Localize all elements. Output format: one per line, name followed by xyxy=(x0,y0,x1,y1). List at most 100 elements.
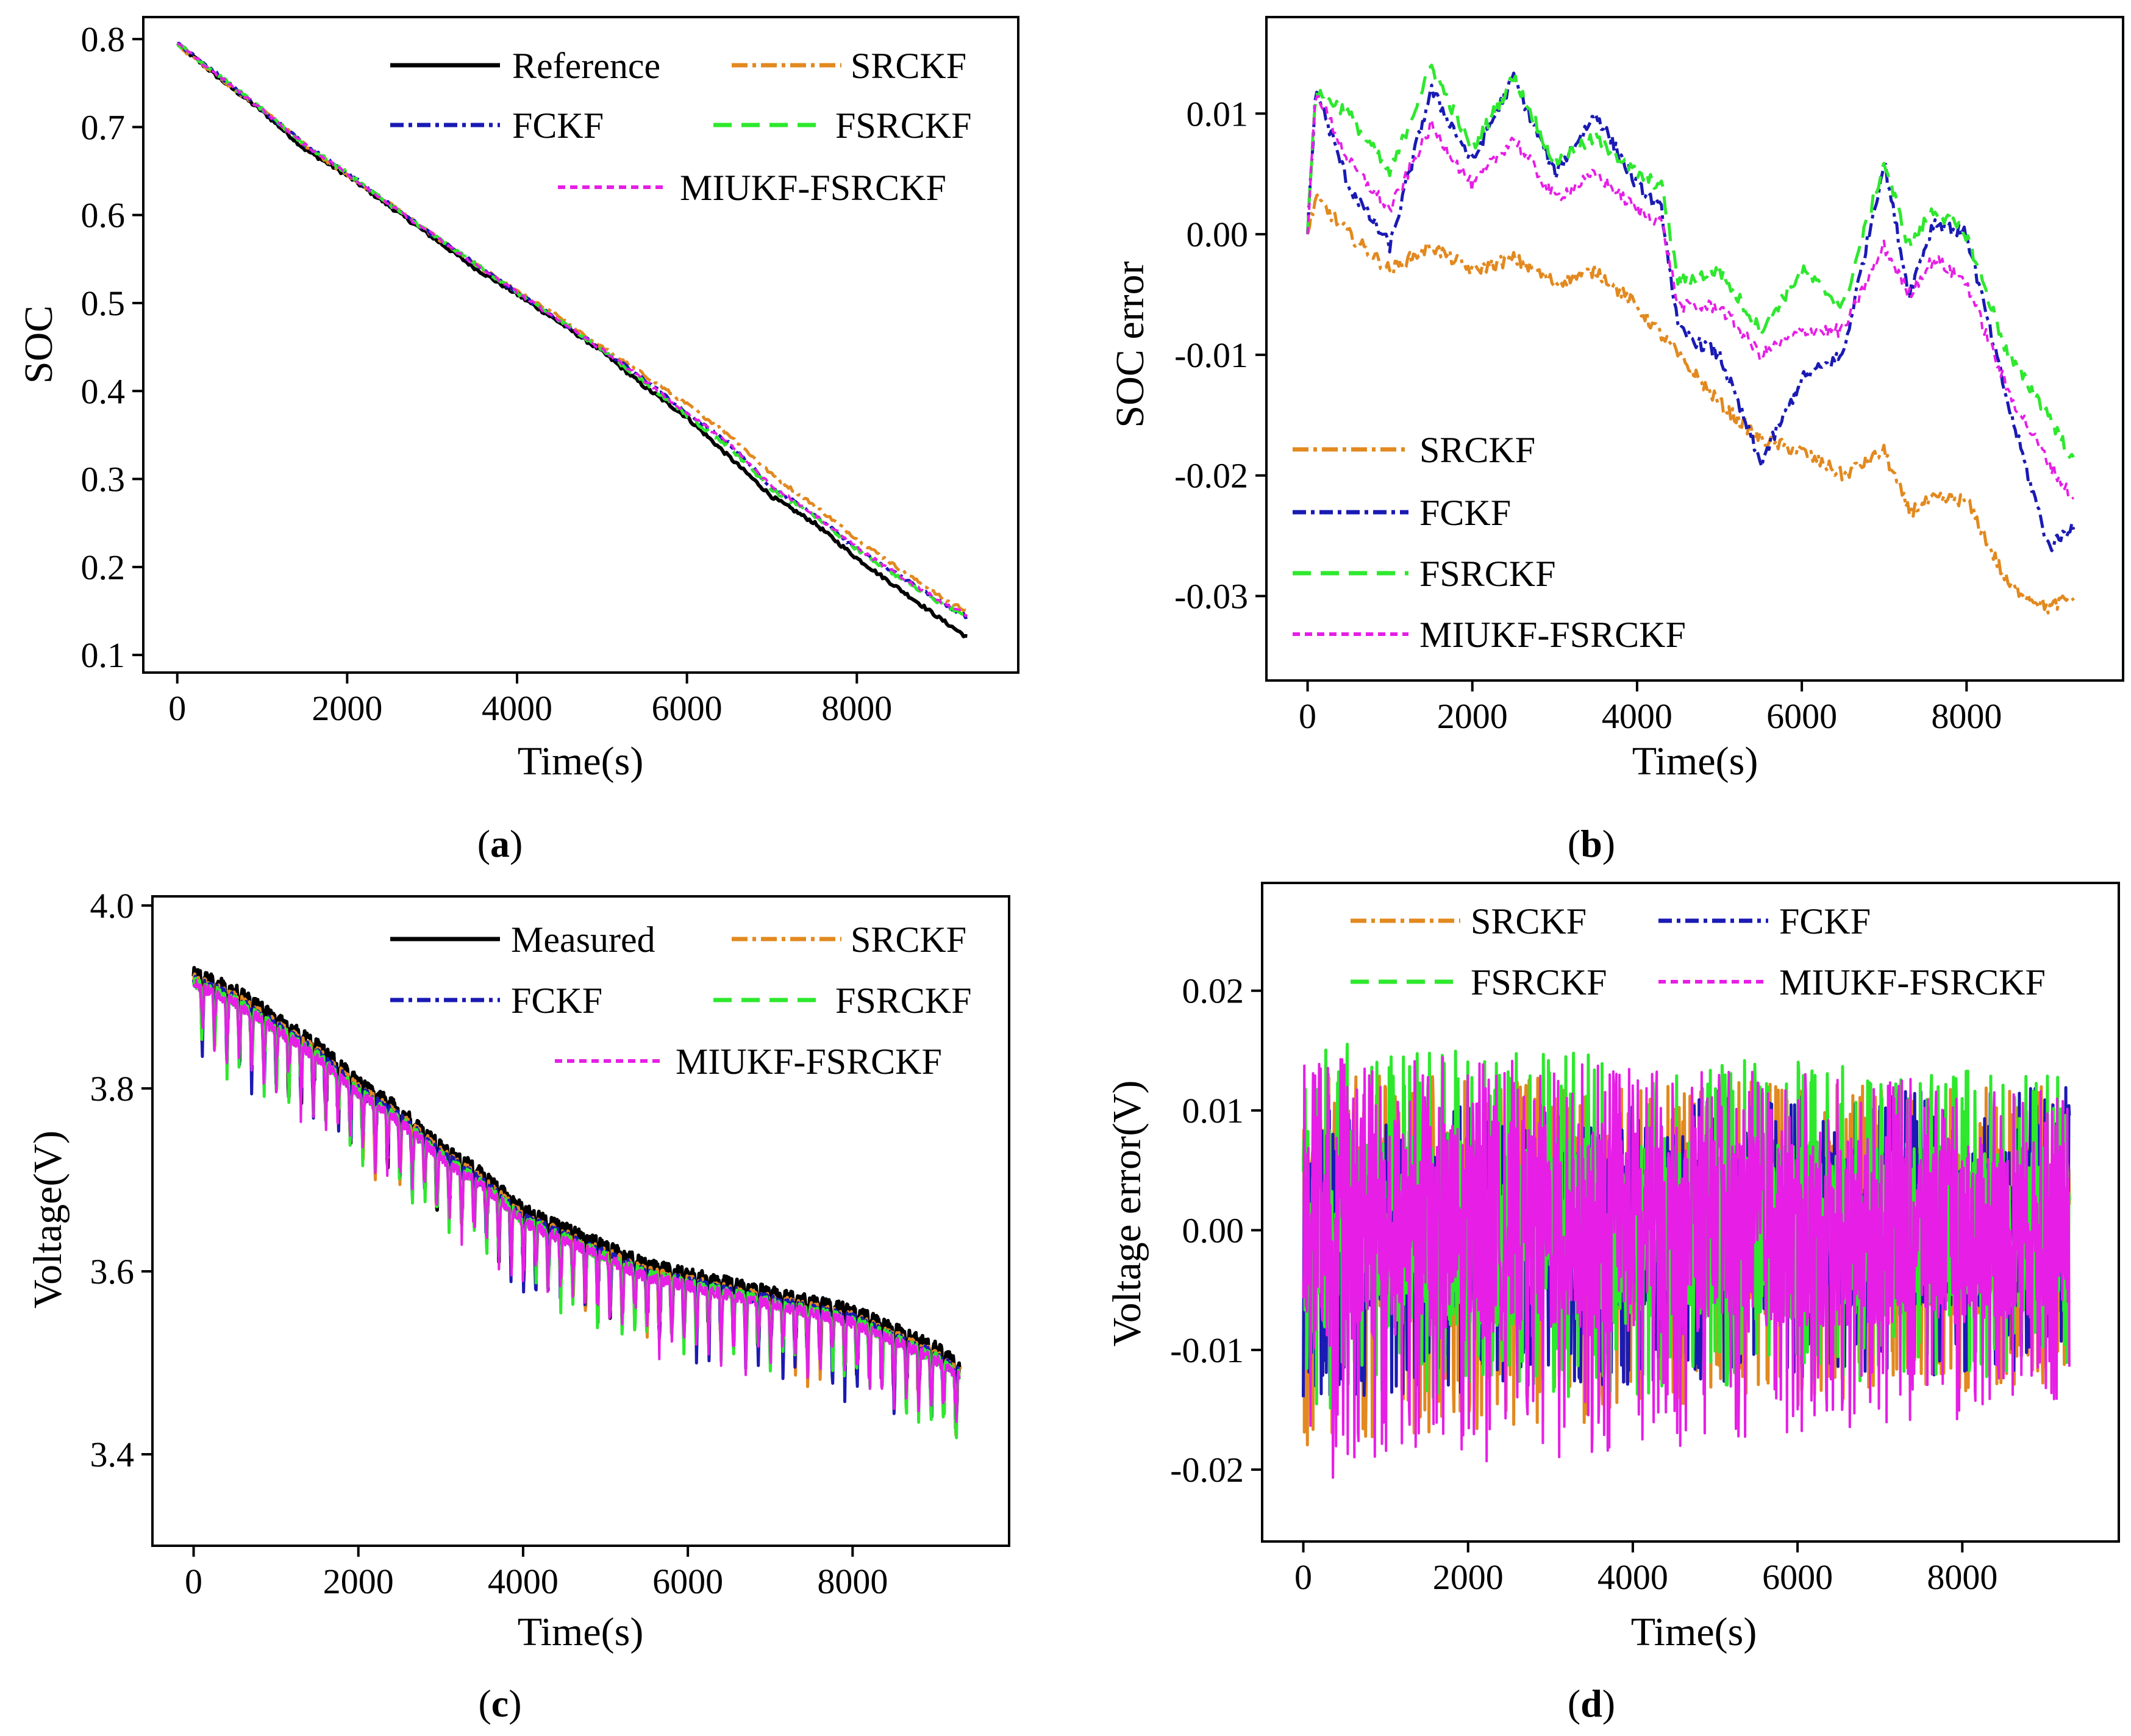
y-axis-label: SOC error xyxy=(1108,261,1152,427)
y-tick-label: 3.6 xyxy=(90,1252,135,1291)
y-axis-label: Voltage(V) xyxy=(26,1131,70,1309)
x-axis-label: Time(s) xyxy=(1632,739,1758,784)
series-layer xyxy=(1302,1043,2071,1479)
plot-frame xyxy=(142,16,1019,674)
y-tick-label: -0.01 xyxy=(1170,1331,1244,1370)
series-line-fckf xyxy=(1306,71,2076,552)
x-tick-label: 8000 xyxy=(821,688,892,728)
x-tick-label: 8000 xyxy=(817,1562,888,1601)
x-tick-label: 6000 xyxy=(652,688,723,728)
x-tick-label: 4000 xyxy=(1597,1557,1668,1597)
y-tick-label: -0.02 xyxy=(1174,456,1248,496)
caption-c: (c) xyxy=(478,1682,521,1725)
legend-label-srckf: SRCKF xyxy=(1419,430,1535,470)
y-tick-label: 4.0 xyxy=(90,886,135,926)
x-tick-label: 2000 xyxy=(1437,696,1508,736)
caption-d: (d) xyxy=(1568,1682,1615,1725)
caption-b: (b) xyxy=(1568,822,1615,865)
caption-a: (a) xyxy=(477,822,523,865)
series-line-miukf-fsrckf xyxy=(1302,1056,2071,1479)
x-tick-label: 0 xyxy=(185,1562,202,1601)
y-tick-label: 0.3 xyxy=(81,460,126,499)
series-line-srckf xyxy=(1306,193,2076,615)
legend-label-fsrckf: FSRCKF xyxy=(835,981,971,1021)
series-line-miukf-fsrckf xyxy=(1306,95,2075,500)
plot-frame xyxy=(1261,882,2120,1543)
x-tick-label: 2000 xyxy=(1433,1557,1504,1597)
legend: Measured SRCKF FCKF FSRCKF MIUKF-FSRCKF xyxy=(390,920,971,1082)
y-tick-label: 0.01 xyxy=(1187,94,1249,134)
y-tick-label: 0.4 xyxy=(81,371,126,411)
x-tick-label: 6000 xyxy=(1766,696,1837,736)
legend-label-miukf-fsrckf: MIUKF-FSRCKF xyxy=(1419,615,1686,655)
series-layer xyxy=(176,41,968,638)
x-tick-label: 0 xyxy=(168,688,186,728)
y-tick-label: 0.00 xyxy=(1182,1210,1244,1250)
y-tick-label: 0.02 xyxy=(1182,971,1244,1011)
ticks: 0 2000 4000 6000 8000 -0.02 -0.01 0.00 0.01 0.02 xyxy=(1170,971,1997,1597)
plot-frame xyxy=(1265,16,2124,682)
legend-label-miukf-fsrckf: MIUKF-FSRCKF xyxy=(680,168,946,208)
legend-label-fckf: FCKF xyxy=(512,105,604,146)
ticks: 0 2000 4000 6000 8000 -0.03 -0.02 -0.01 0.00 0.01 xyxy=(1174,94,2002,736)
legend-label-srckf: SRCKF xyxy=(1471,901,1587,941)
x-axis-label: Time(s) xyxy=(518,1610,644,1654)
x-tick-label: 4000 xyxy=(488,1562,559,1601)
y-tick-label: -0.03 xyxy=(1174,577,1248,616)
y-tick-label: -0.02 xyxy=(1170,1450,1244,1490)
legend-label-fsrckf: FSRCKF xyxy=(1471,962,1607,1002)
legend-label-fsrckf: FSRCKF xyxy=(835,105,971,146)
y-tick-label: 0.01 xyxy=(1182,1091,1244,1131)
y-tick-label: 0.2 xyxy=(81,548,126,587)
legend-label-fckf: FCKF xyxy=(1779,901,1871,941)
x-tick-label: 8000 xyxy=(1927,1557,1997,1597)
y-tick-label: 3.4 xyxy=(90,1435,135,1474)
ticks: 0 2000 4000 6000 8000 3.4 3.6 3.8 4.0 xyxy=(90,886,888,1601)
series-line-miukf-fsrckf xyxy=(192,979,961,1423)
plot-frame xyxy=(151,895,1010,1547)
y-tick-label: 0.6 xyxy=(81,196,126,235)
panel-a-soc: 0 2000 4000 6000 8000 0.1 0.2 0.3 0.4 0.5 0.6 0.7 0.… xyxy=(16,16,1019,865)
x-tick-label: 4000 xyxy=(1602,696,1672,736)
x-tick-label: 6000 xyxy=(652,1562,723,1601)
y-axis-label: Voltage error(V) xyxy=(1105,1081,1149,1347)
y-axis-label: SOC xyxy=(16,305,61,384)
series-line-srckf xyxy=(177,43,968,613)
x-tick-label: 6000 xyxy=(1762,1557,1833,1597)
panel-b-soc-error: 0 2000 4000 6000 8000 -0.03 -0.02 -0.01 0.00 0.01… xyxy=(1108,16,2124,865)
series-line-reference xyxy=(176,41,968,638)
panel-c-voltage: 0 2000 4000 6000 8000 3.4 3.6 3.8 4.0 Time(s) Vo… xyxy=(26,886,1010,1725)
y-tick-label: 0.00 xyxy=(1187,215,1249,254)
x-tick-label: 8000 xyxy=(1931,696,2002,736)
x-axis-label: Time(s) xyxy=(518,739,644,784)
legend-label-fsrckf: FSRCKF xyxy=(1419,554,1555,594)
legend: SRCKF FCKF FSRCKF MIUKF-FSRCKF xyxy=(1293,430,1686,655)
x-tick-label: 2000 xyxy=(312,688,382,728)
series-line-fsrckf xyxy=(1306,63,2076,460)
y-tick-label: 0.7 xyxy=(81,107,126,147)
x-tick-label: 0 xyxy=(1294,1557,1312,1597)
legend-label-fckf: FCKF xyxy=(511,981,602,1021)
y-tick-label: 0.5 xyxy=(81,284,126,323)
legend: SRCKF FCKF FSRCKF MIUKF-FSRCKF xyxy=(1351,901,2046,1002)
legend-label-srckf: SRCKF xyxy=(851,46,966,86)
series-layer xyxy=(1306,63,2076,615)
y-tick-label: 0.8 xyxy=(81,20,126,59)
legend-label-miukf-fsrckf: MIUKF-FSRCKF xyxy=(1779,962,2046,1002)
series-line-fsrckf xyxy=(176,42,968,616)
x-tick-label: 0 xyxy=(1299,696,1316,736)
legend-label-measured: Measured xyxy=(511,920,655,960)
panel-d-voltage-error: 0 2000 4000 6000 8000-0.02-0.010.000.010.02 … xyxy=(1105,882,2120,1725)
series-layer xyxy=(191,966,962,1440)
legend-label-reference: Reference xyxy=(512,46,660,86)
series-line-miukf-fsrckf xyxy=(176,42,968,617)
x-axis-label: Time(s) xyxy=(1631,1610,1757,1654)
legend: Reference SRCKF FCKF FSRCKF MIUKF-FSRCKF xyxy=(390,46,971,208)
y-tick-label: 3.8 xyxy=(90,1069,135,1109)
legend-label-miukf-fsrckf: MIUKF-FSRCKF xyxy=(676,1041,942,1082)
legend-label-srckf: SRCKF xyxy=(851,920,966,960)
y-tick-label: 0.1 xyxy=(81,635,126,675)
x-tick-label: 4000 xyxy=(482,688,552,728)
legend-label-fckf: FCKF xyxy=(1419,493,1511,533)
